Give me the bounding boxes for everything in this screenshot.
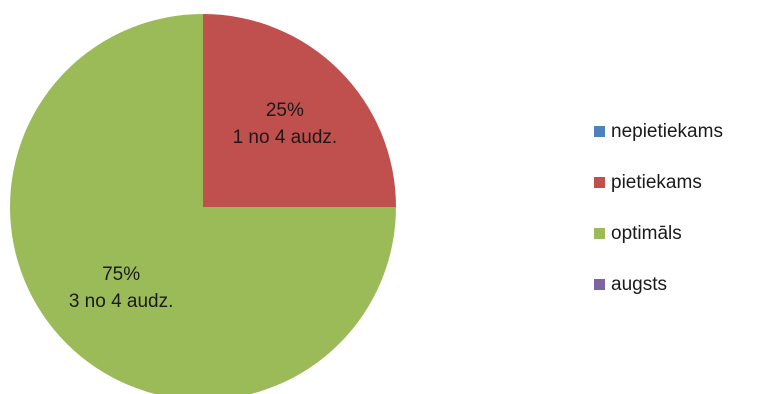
pie-slice-labels: 25% 1 no 4 audz. 75% 3 no 4 audz. xyxy=(69,100,337,312)
slice-label-count-pietiekams: 1 no 4 audz. xyxy=(233,127,338,148)
legend-item-pietiekams: pietiekams xyxy=(594,169,723,196)
legend-item-nepietiekams: nepietiekams xyxy=(594,118,723,145)
pie-slices xyxy=(10,14,396,394)
pie-slice-pietiekams xyxy=(203,14,396,207)
slice-label-percent-pietiekams: 25% xyxy=(266,100,304,121)
legend-swatch-optimals xyxy=(594,228,605,239)
legend: nepietiekams pietiekams optimāls augsts xyxy=(594,118,723,322)
legend-label-nepietiekams: nepietiekams xyxy=(611,120,723,142)
pie-slice-optimals xyxy=(10,14,396,394)
legend-label-optimals: optimāls xyxy=(611,222,682,244)
legend-label-pietiekams: pietiekams xyxy=(611,171,702,193)
slice-label-count-optimals: 3 no 4 audz. xyxy=(69,291,174,312)
legend-item-optimals: optimāls xyxy=(594,220,723,247)
legend-swatch-nepietiekams xyxy=(594,126,605,137)
legend-swatch-pietiekams xyxy=(594,177,605,188)
legend-item-augsts: augsts xyxy=(594,271,723,298)
legend-swatch-augsts xyxy=(594,279,605,290)
slice-label-percent-optimals: 75% xyxy=(102,264,140,285)
legend-label-augsts: augsts xyxy=(611,273,667,295)
